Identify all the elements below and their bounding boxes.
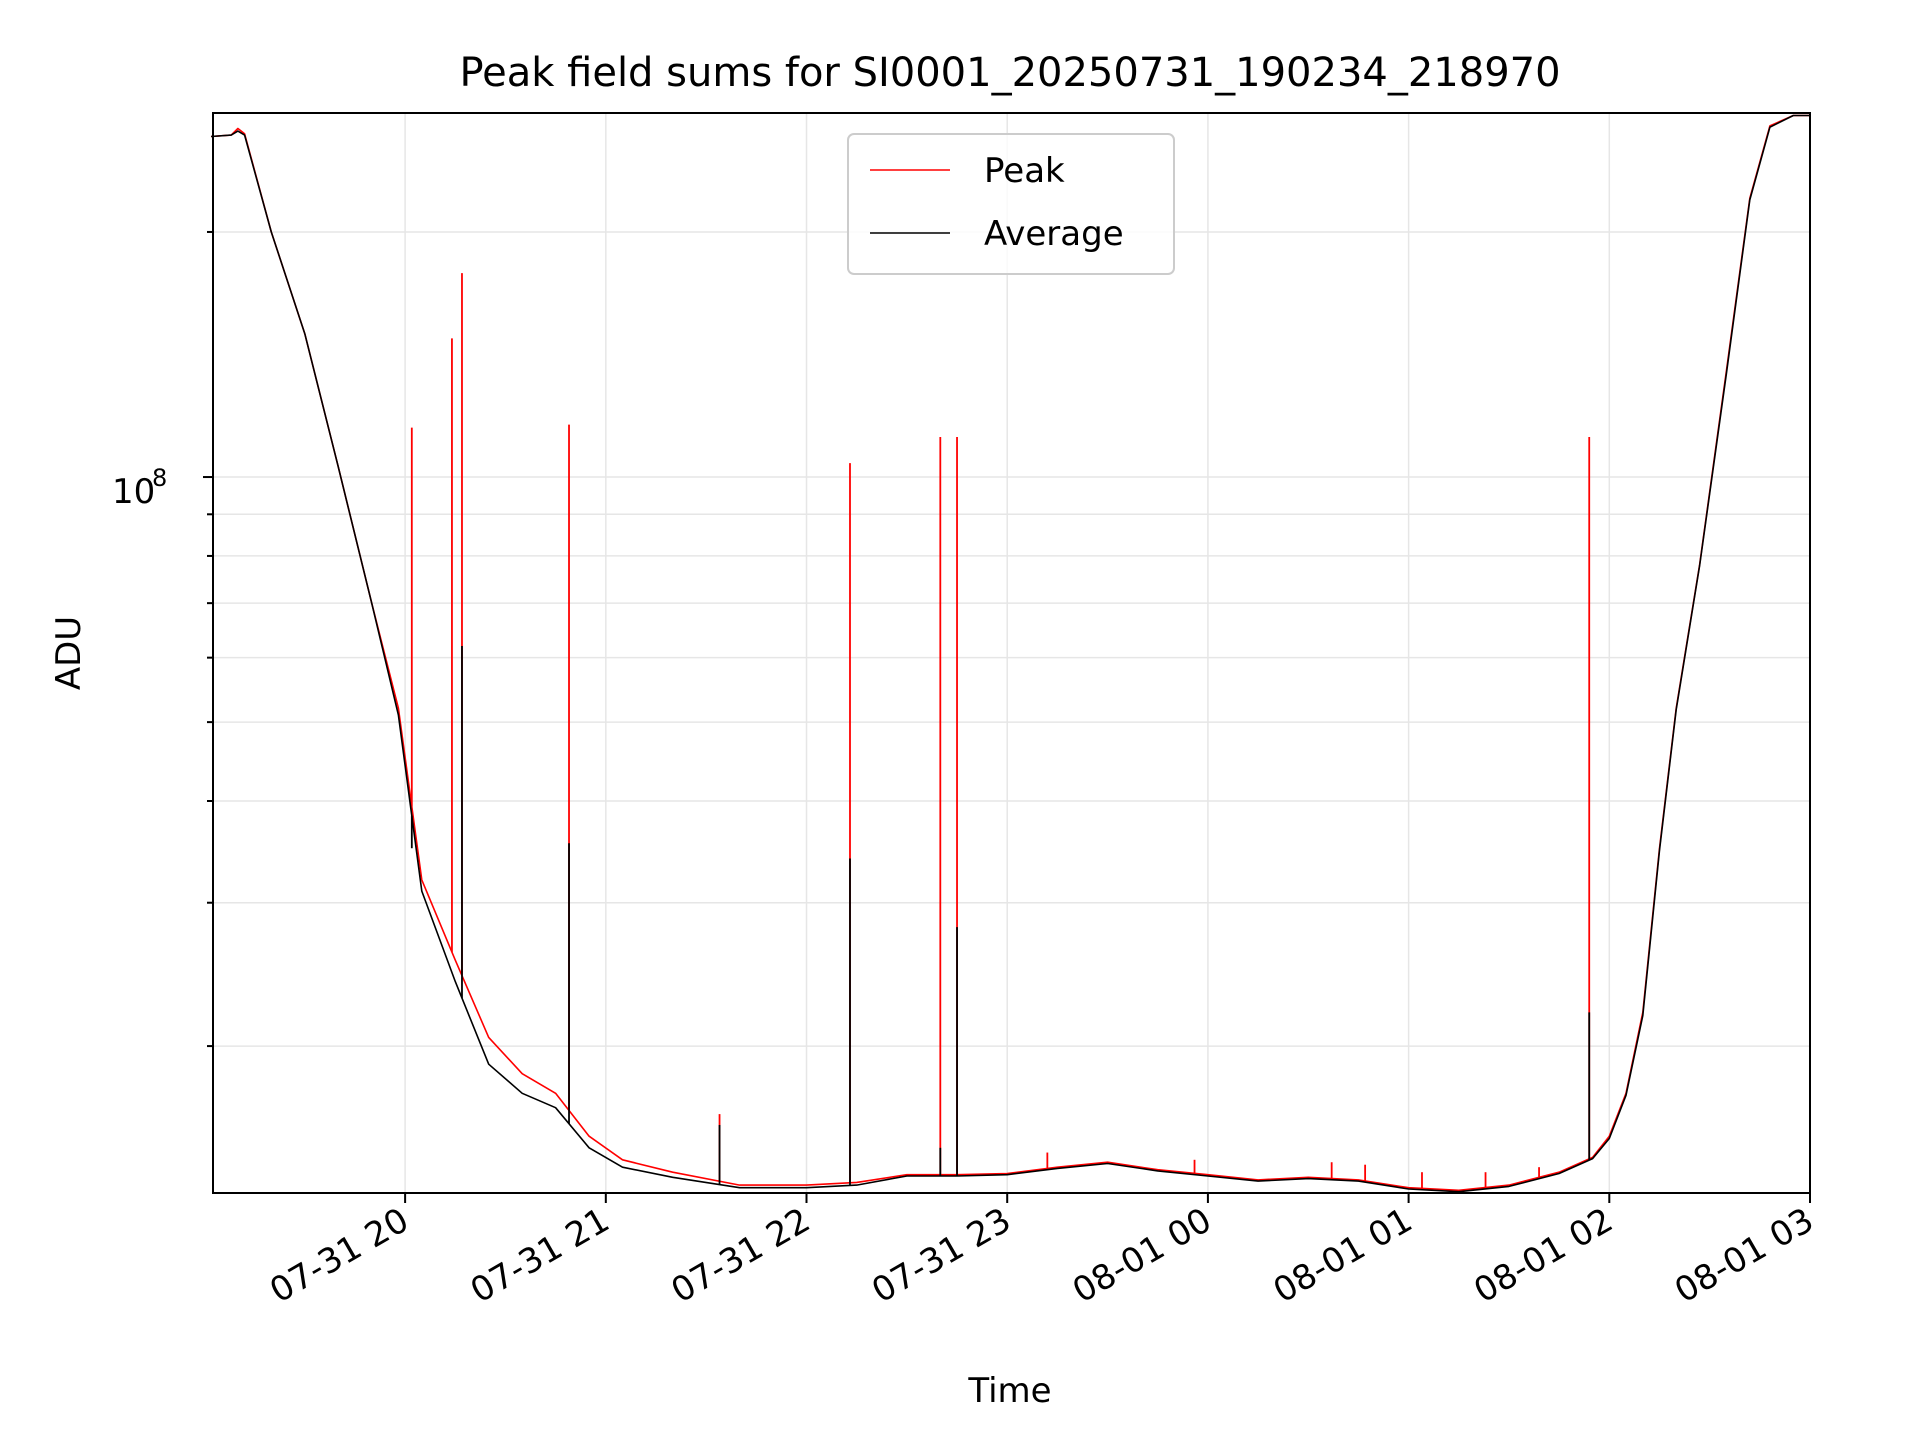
plot-frame (212, 112, 1811, 1194)
legend: Peak Average (847, 133, 1175, 275)
average-line (211, 114, 1810, 1193)
chart-title: Peak field sums for SI0001_20250731_1902… (459, 50, 1560, 96)
legend-label-average: Average (984, 214, 1124, 254)
x-axis-label: Time (967, 1371, 1051, 1411)
legend-box (847, 133, 1175, 275)
y-major-tick-label: 10 8 (112, 464, 167, 512)
series-average (211, 114, 1810, 1193)
plot-lines (211, 114, 1810, 1193)
y-tick-label-exponent: 8 (152, 464, 167, 492)
y-axis-label: ADU (49, 616, 89, 690)
legend-label-peak: Peak (984, 151, 1065, 191)
y-tick-label-base: 10 (112, 472, 155, 512)
